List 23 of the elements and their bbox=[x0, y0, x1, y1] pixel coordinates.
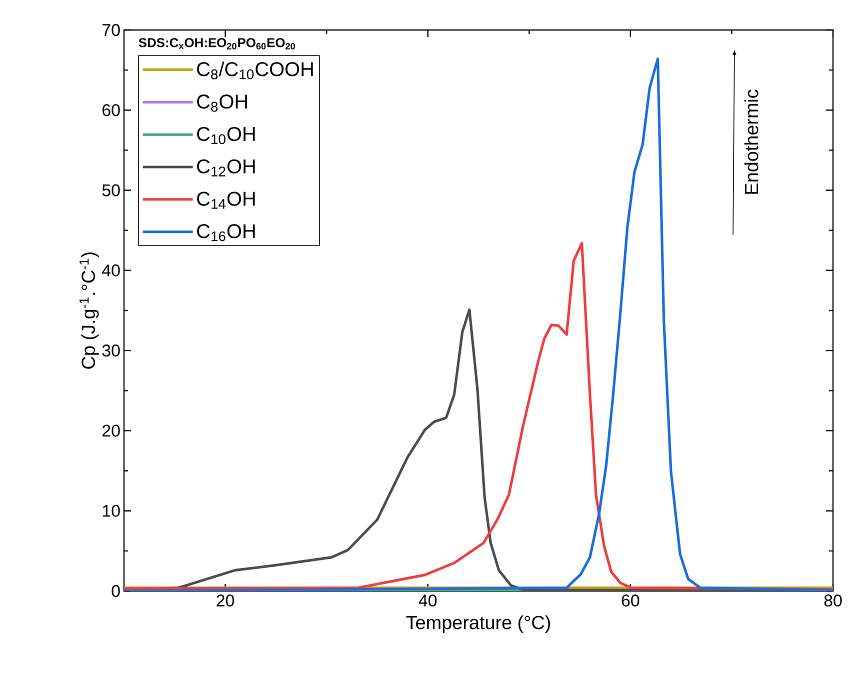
legend-label: C$_{14}$OH bbox=[197, 192, 255, 209]
x-tick-label: 40 bbox=[418, 594, 437, 606]
y-tick-label: 50 bbox=[102, 184, 120, 196]
legend-label: C$_{8}$OH bbox=[197, 94, 247, 112]
y-tick-label: 60 bbox=[102, 104, 120, 116]
legend-label: C$_{12}$OH bbox=[197, 159, 255, 176]
y-tick-label: 30 bbox=[102, 344, 120, 357]
legend-label: C$_{10}$OH bbox=[197, 126, 255, 144]
x-tick-label: 80 bbox=[824, 594, 842, 606]
y-tick-label: 70 bbox=[102, 24, 120, 36]
line-series bbox=[124, 58, 834, 591]
y-tick-label: 20 bbox=[102, 424, 120, 437]
legend-label: C$_{16}$OH bbox=[197, 224, 255, 242]
y-tick-label: 40 bbox=[102, 264, 120, 276]
y-tick-label: 10 bbox=[102, 504, 120, 517]
legend-title: SDS:C$_{x}$OH:EO$_{20}$PO$_{60}$EO$_{20}$ bbox=[138, 38, 295, 50]
y-axis-title: Cp (J.g$^{-1}$.°C$^{-1}$) bbox=[80, 252, 99, 369]
x-tick-label: 20 bbox=[216, 594, 234, 606]
annotation: Endothermic bbox=[744, 90, 758, 194]
legend-label: C$_{8}$/C$_{10}$COOH bbox=[197, 62, 313, 80]
y-tick-label: 0 bbox=[112, 584, 120, 597]
x-axis-title: Temperature (°C) bbox=[406, 615, 550, 633]
x-tick-label: 60 bbox=[622, 594, 640, 606]
